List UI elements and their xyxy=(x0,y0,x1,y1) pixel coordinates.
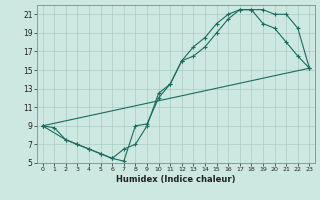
X-axis label: Humidex (Indice chaleur): Humidex (Indice chaleur) xyxy=(116,175,236,184)
